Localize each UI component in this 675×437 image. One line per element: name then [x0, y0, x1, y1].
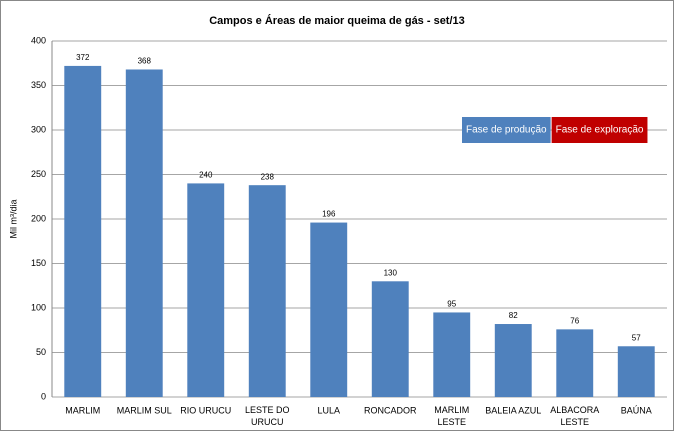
data-label: 238	[261, 172, 275, 181]
x-tick-label: LULA	[317, 405, 340, 415]
y-tick-label: 200	[31, 213, 46, 223]
x-tick-label: ALBACORA LESTE	[550, 405, 599, 427]
y-tick-label: 350	[31, 80, 46, 90]
bar	[187, 183, 225, 397]
y-tick-label: 0	[41, 391, 46, 401]
data-label: 57	[632, 333, 641, 342]
y-tick-label: 150	[31, 258, 46, 268]
x-tick-label: MARLIM LESTE	[434, 405, 469, 427]
data-label: 95	[447, 300, 456, 309]
bar	[617, 346, 655, 397]
data-label: 196	[322, 210, 336, 219]
y-tick-label: 100	[31, 302, 46, 312]
y-tick-label: 300	[31, 124, 46, 134]
data-label: 130	[384, 268, 398, 277]
bar	[433, 312, 471, 397]
x-tick-label: BALEIA AZUL	[485, 405, 541, 415]
x-tick-label: MARLIM	[65, 405, 100, 415]
data-label: 76	[570, 316, 579, 325]
bar	[248, 185, 286, 397]
x-tick-label: RONCADOR	[364, 405, 417, 415]
y-axis-label: Mil m³/dia	[8, 199, 18, 238]
x-tick-label: RIO URUCU	[180, 405, 231, 415]
x-tick-label: BAÚNA	[621, 405, 652, 415]
x-tick-label: MARLIM SUL	[117, 405, 172, 415]
bar	[64, 65, 102, 398]
legend-swatch	[462, 117, 551, 143]
legend-label: Fase de exploração	[556, 125, 644, 136]
data-label: 82	[509, 311, 518, 320]
chart-title: Campos e Áreas de maior queima de gás - …	[209, 14, 465, 27]
bar	[371, 281, 409, 397]
data-label: 368	[138, 57, 152, 66]
legend-swatch	[551, 117, 648, 143]
bar	[494, 324, 532, 397]
bar	[125, 69, 163, 397]
x-tick-label: LESTE DO URUCU	[245, 405, 290, 427]
y-tick-label: 400	[31, 35, 46, 45]
bar	[556, 329, 594, 397]
y-tick-label: 50	[36, 347, 46, 357]
y-tick-label: 250	[31, 169, 46, 179]
legend-label: Fase de produção	[466, 125, 547, 136]
data-label: 240	[199, 171, 213, 180]
data-label: 372	[76, 53, 90, 62]
bar	[310, 222, 348, 397]
